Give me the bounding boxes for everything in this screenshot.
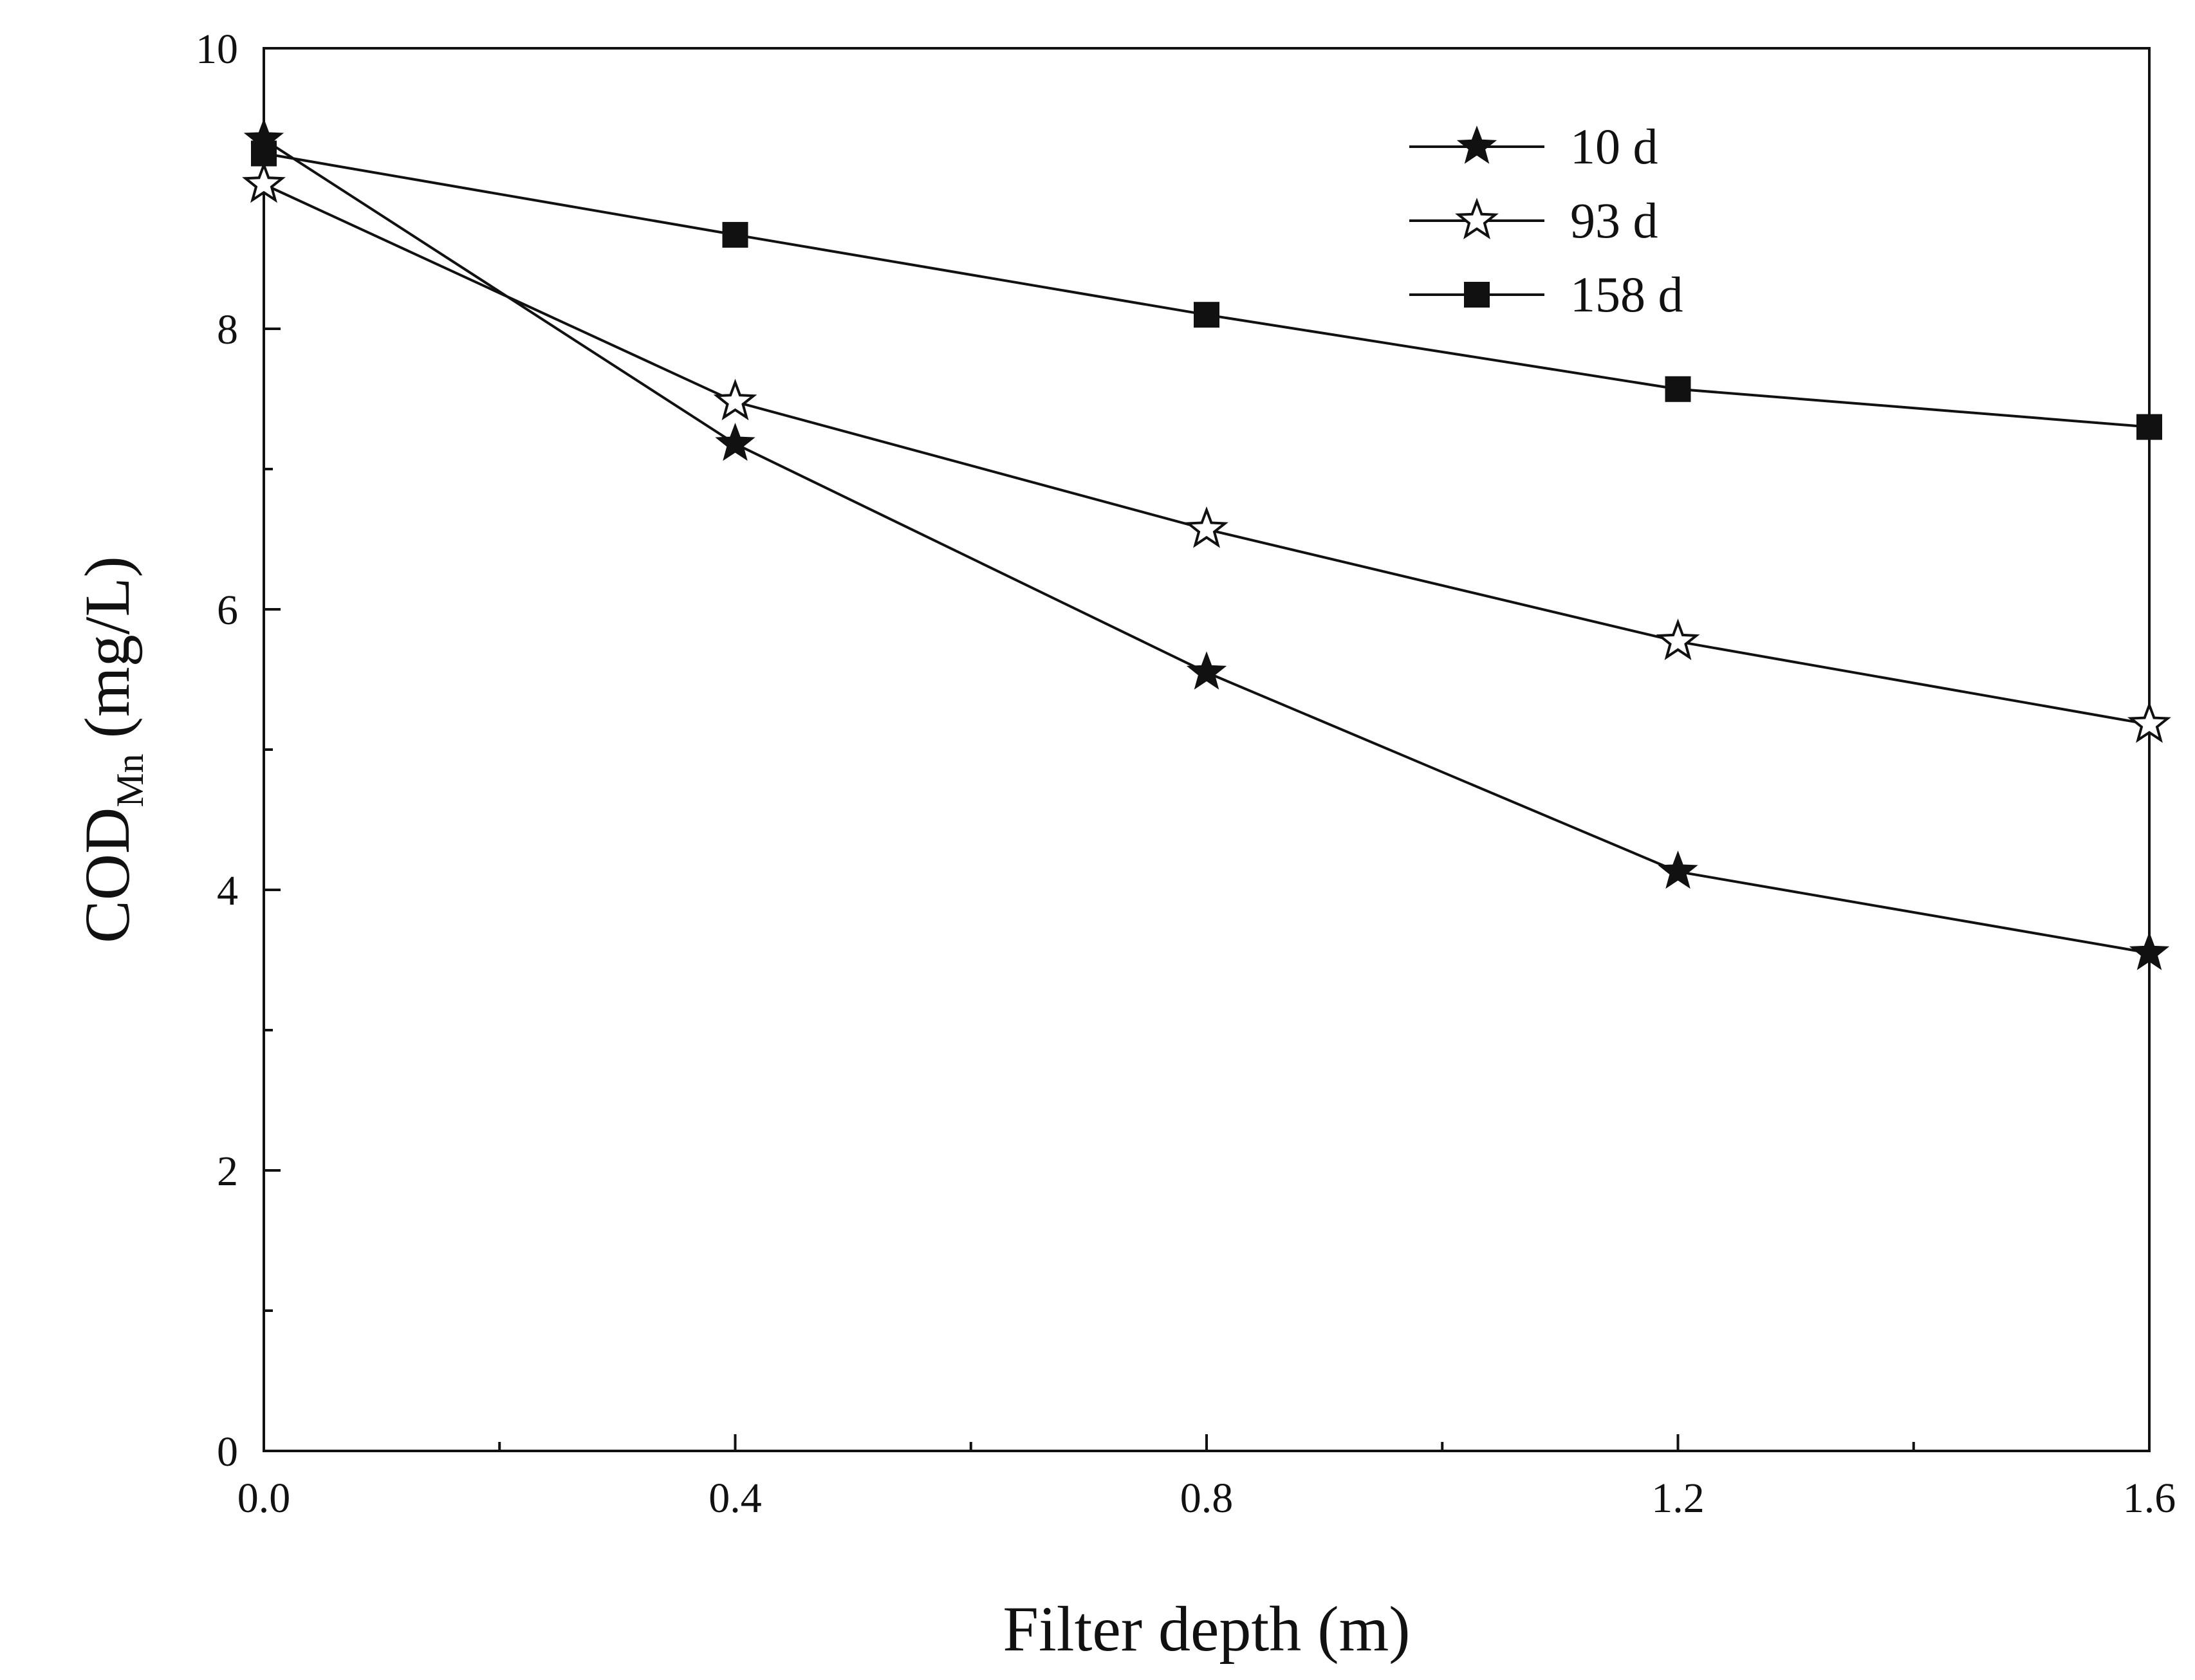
y-tick-label: 8 [217,306,238,353]
y-tick-label: 6 [217,587,238,634]
data-point [1656,618,1700,661]
legend-item: 158 d [1409,266,1683,322]
legend-item: 93 d [1409,192,1658,248]
legend-marker [1456,125,1497,164]
legend-label: 10 d [1570,118,1658,174]
y-tick-label: 4 [217,867,238,914]
y-tick-label: 10 [196,26,238,73]
y-axis-ticks: 0 2 4 6 8 10 [196,26,281,1475]
y-axis-title-unit: (mg/L) [71,556,143,738]
x-tick-label: 1.6 [2123,1475,2176,1522]
x-axis-title: Filter depth (m) [1003,1593,1410,1665]
series-layer [242,118,2171,970]
data-point [715,422,755,461]
legend: 10 d 93 d 158 d [1409,118,1683,322]
data-point [1658,850,1698,889]
series-line [263,138,2150,955]
x-axis-ticks: 0.0 0.4 0.8 1.2 1.6 [237,1434,2176,1522]
data-point [713,378,757,421]
series-158-d [251,140,2162,440]
y-axis-title-subscript: Mn [109,753,151,807]
x-tick-label: 0.8 [1180,1475,1234,1522]
x-tick-label: 1.2 [1651,1475,1705,1522]
data-point [1186,651,1227,690]
y-axis-title: CODMn (mg/L) [71,556,151,943]
data-point [2127,701,2171,743]
plot-frame [263,47,2151,1452]
x-tick-label: 0.4 [709,1475,762,1522]
series-10-d [243,118,2170,970]
y-axis-title-main: COD [71,808,143,943]
data-point [722,221,748,248]
data-point [1185,506,1228,548]
legend-label: 93 d [1570,192,1658,248]
y-tick-label: 2 [217,1148,238,1195]
legend-marker [1455,198,1499,239]
data-point [251,140,277,167]
x-tick-label: 0.0 [237,1475,291,1522]
data-point [2129,932,2170,970]
series-line [263,152,2150,429]
series-line [263,183,2150,726]
series-93-d [242,161,2171,743]
y-tick-label: 0 [217,1428,238,1475]
svg-text:CODMn(mg/L): CODMn (mg/L) [71,556,151,943]
legend-marker [1464,282,1490,308]
data-point [242,161,286,203]
data-point [1194,302,1219,328]
data-point [1665,376,1691,402]
legend-item: 10 d [1409,118,1658,174]
legend-label: 158 d [1570,266,1683,322]
data-point [2136,414,2162,440]
